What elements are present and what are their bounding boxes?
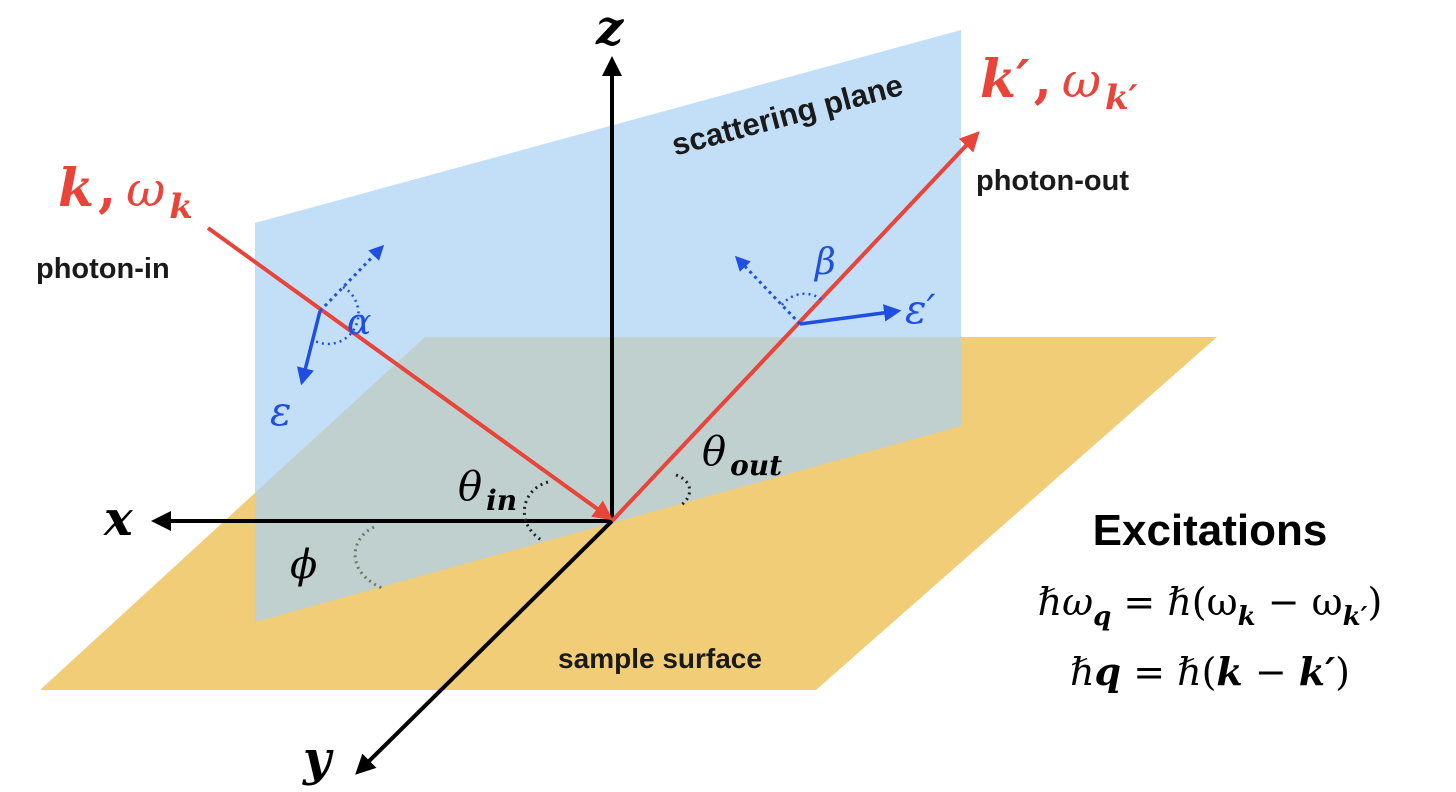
epsilon-out-label: ε′ (905, 287, 936, 333)
incoming-wavevector-label: k , ω k (58, 158, 193, 227)
alpha-arc (312, 285, 360, 346)
photon-out-ray (610, 131, 980, 523)
epsilon-in-label: ε (270, 389, 291, 435)
y-axis-label: y (302, 731, 334, 787)
polarization-out-vector (799, 304, 902, 326)
scattering-plane (255, 30, 961, 622)
polarization-in-dotted (318, 244, 385, 313)
phi-label: ϕ (290, 542, 317, 588)
outgoing-wavevector-label: k′ , ω k′ (980, 49, 1138, 118)
photon-in-ray (206, 226, 614, 521)
beta-label: β (813, 242, 836, 283)
photon-in-label: photon-in (36, 253, 170, 285)
energy-conservation-equation: ℏωq = ℏ(ωk − ωk′) (1038, 580, 1383, 632)
momentum-conservation-equation: ℏq = ℏ(k − k′) (1070, 649, 1350, 694)
photon-out-label: photon-out (976, 165, 1129, 197)
sample-surface-label: sample surface (558, 643, 762, 674)
x-axis-label: x (103, 491, 134, 547)
excitations-title: Excitations (1093, 506, 1328, 555)
theta-out-label: θ out (702, 429, 782, 482)
theta-in-label: θ in (458, 464, 517, 517)
theta-out-arc (675, 473, 692, 508)
y-axis (355, 519, 614, 775)
z-axis-label: z (595, 0, 625, 56)
polarization-in-vector (296, 310, 322, 386)
alpha-label: α (347, 302, 371, 343)
theta-in-arc (523, 480, 549, 543)
phi-arc (353, 525, 383, 590)
polarization-out-dotted (734, 255, 802, 326)
